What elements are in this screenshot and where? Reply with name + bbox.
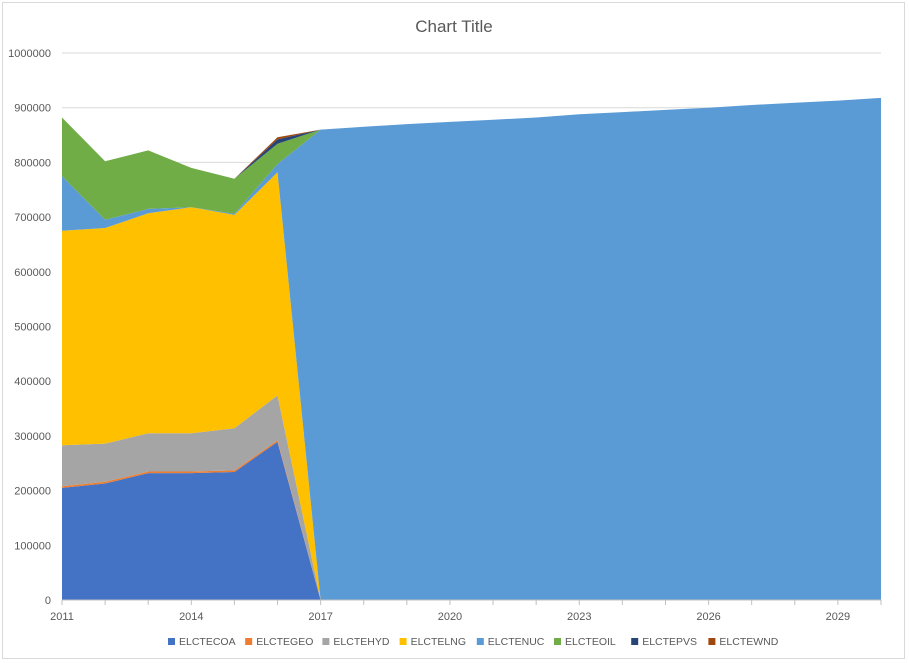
y-tick-label: 400000 <box>14 376 51 388</box>
y-tick-label: 300000 <box>14 431 51 443</box>
axis-layer: 0 100000 200000 300000 400000 500000 600000 700… <box>8 48 882 623</box>
legend-swatch <box>168 638 175 645</box>
x-tick-label: 2014 <box>179 611 203 623</box>
y-tick-label: 600000 <box>14 267 51 279</box>
legend-item-elcteoil: ELCTEOIL <box>554 636 616 648</box>
legend-label: ELCTEPVS <box>642 636 697 648</box>
x-tick-label: 2029 <box>826 611 850 623</box>
legend-item-elctenuc: ELCTENUC <box>476 636 545 648</box>
area-series-elcteoil <box>62 97 881 220</box>
y-tick-label: 800000 <box>14 157 51 169</box>
area-series-elctecoa <box>62 441 881 600</box>
legend-item-elctehyd: ELCTEHYD <box>322 636 390 648</box>
x-tick-label: 2023 <box>567 611 591 623</box>
legend-label: ELCTEHYD <box>333 636 389 648</box>
x-tick-label: 2011 <box>50 611 74 623</box>
y-tick-label: 100000 <box>14 540 51 552</box>
y-tick-label: 1000000 <box>8 48 51 60</box>
legend-label: ELCTECOA <box>179 636 236 648</box>
x-tick-label: 2020 <box>438 611 462 623</box>
legend-label: ELCTELNG <box>411 636 466 648</box>
legend-label: ELCTEGEO <box>256 636 313 648</box>
legend-item-elctewnd: ELCTEWND <box>708 636 779 648</box>
area-layer <box>62 97 881 601</box>
y-tick-label: 0 <box>45 595 51 607</box>
area-series-elctelng <box>62 172 881 600</box>
legend-swatch <box>245 638 253 645</box>
y-tick-label: 900000 <box>14 103 51 115</box>
legend-swatch <box>322 638 330 645</box>
legend-swatch <box>631 638 639 645</box>
y-tick-label: 700000 <box>14 212 51 224</box>
legend-swatch <box>554 638 561 645</box>
chart-title: Chart Title <box>415 17 492 36</box>
x-tick-label: 2026 <box>696 611 720 623</box>
area-series-elctehyd <box>62 395 881 600</box>
legend-item-elctecoa: ELCTECOA <box>168 636 236 648</box>
x-tick-label: 2017 <box>308 611 332 623</box>
area-series-elctenuc <box>62 97 881 601</box>
legend-item-elctelng: ELCTELNG <box>399 636 466 648</box>
legend-label: ELCTENUC <box>488 636 545 648</box>
legend: ELCTECOA ELCTEGEO ELCTEHYD ELCTELNG ELCTENUC… <box>168 636 779 648</box>
y-tick-label: 200000 <box>14 486 51 498</box>
legend-swatch <box>708 638 716 645</box>
legend-label: ELCTEWND <box>719 636 778 648</box>
legend-swatch <box>399 638 407 645</box>
legend-label: ELCTEOIL <box>565 636 616 648</box>
legend-item-elctegeo: ELCTEGEO <box>245 636 313 648</box>
legend-swatch <box>476 638 484 645</box>
y-tick-label: 500000 <box>14 322 51 334</box>
legend-item-elctepvs: ELCTEPVS <box>631 636 697 648</box>
